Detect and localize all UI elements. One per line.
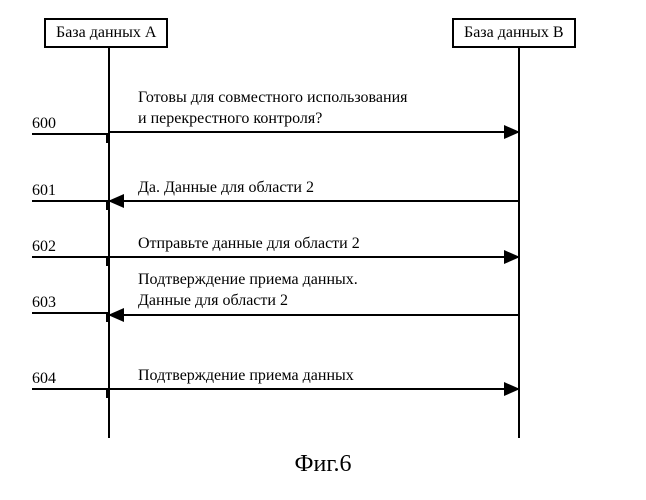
arrow-head-icon [504, 250, 520, 269]
arrow-head-icon [108, 308, 124, 327]
message-text-600: Готовы для совместного использованияи пе… [138, 88, 508, 130]
message-text-603: Подтверждение приема данных.Данные для о… [138, 270, 508, 312]
sequence-diagram: База данных A База данных B 600 Готовы дл… [0, 0, 646, 500]
arrow-head-icon [504, 382, 520, 401]
step-label-604: 604 [32, 370, 56, 388]
step-label-603: 603 [32, 294, 56, 312]
message-text-604: Подтверждение приема данных [138, 366, 508, 387]
step-label-601: 601 [32, 182, 56, 200]
figure-caption: Фиг.6 [295, 451, 352, 478]
step-underline [32, 133, 108, 135]
participant-a-box: База данных A [44, 18, 168, 48]
arrow-head-icon [108, 194, 124, 213]
participant-b-box: База данных B [452, 18, 576, 48]
step-underline [32, 200, 108, 202]
arrow-line [110, 388, 518, 390]
step-hook [106, 133, 108, 143]
arrow-line [110, 200, 518, 202]
step-label-602: 602 [32, 238, 56, 256]
step-underline [32, 256, 108, 258]
step-label-600: 600 [32, 115, 56, 133]
lifeline-a [108, 48, 110, 438]
step-underline [32, 388, 108, 390]
arrow-head-icon [504, 125, 520, 144]
step-underline [32, 312, 108, 314]
message-text-601: Да. Данные для области 2 [138, 178, 508, 199]
arrow-line [110, 314, 518, 316]
arrow-line [110, 131, 518, 133]
participant-a-label: База данных A [56, 24, 156, 41]
participant-b-label: База данных B [464, 24, 564, 41]
arrow-line [110, 256, 518, 258]
step-hook [106, 256, 108, 266]
step-hook [106, 388, 108, 398]
lifeline-b [518, 48, 520, 438]
message-text-602: Отправьте данные для области 2 [138, 234, 508, 255]
